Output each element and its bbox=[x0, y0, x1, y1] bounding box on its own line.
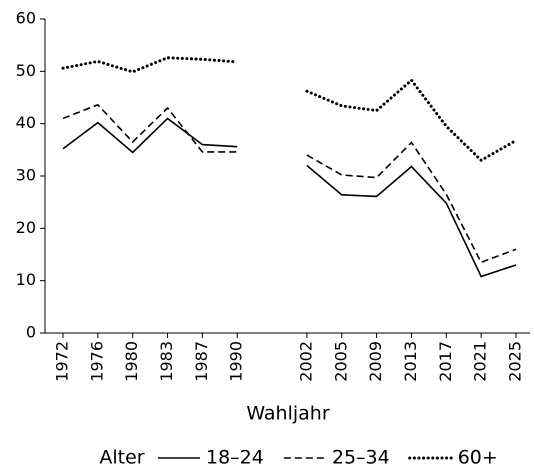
x-tick-label: 2017 bbox=[436, 341, 455, 382]
y-tick-label: 0 bbox=[26, 323, 36, 342]
line bbox=[62, 103, 517, 264]
y-tick-label: 50 bbox=[16, 61, 36, 80]
y-tick-label: 30 bbox=[16, 166, 36, 185]
x-tick-label: 1972 bbox=[53, 341, 72, 382]
legend-title: Alter bbox=[99, 447, 144, 469]
x-tick-label: 2009 bbox=[366, 341, 385, 382]
legend-label: 25–34 bbox=[332, 447, 390, 469]
x-tick-label: 2002 bbox=[296, 341, 315, 382]
y-tick-label: 60 bbox=[16, 9, 36, 28]
x-tick-label: 1980 bbox=[122, 341, 141, 382]
x-tick-label: 1976 bbox=[87, 341, 106, 382]
x-tick-label: 1983 bbox=[157, 341, 176, 382]
x-axis-label: Wahljahr bbox=[246, 403, 329, 425]
legend-label: 18–24 bbox=[206, 447, 264, 469]
x-tick-label: 1987 bbox=[192, 341, 211, 382]
x-tick-label: 1990 bbox=[227, 341, 246, 382]
x-tick-label: 2025 bbox=[506, 341, 525, 382]
y-tick-label: 40 bbox=[16, 113, 36, 132]
legend-label: 60+ bbox=[458, 447, 498, 469]
y-tick-label: 20 bbox=[16, 218, 36, 237]
line bbox=[61, 56, 518, 163]
y-tick-label: 10 bbox=[16, 270, 36, 289]
x-tick-label: 2013 bbox=[401, 341, 420, 382]
line bbox=[62, 117, 517, 278]
x-tick-label: 2005 bbox=[331, 341, 350, 382]
x-tick-label: 2021 bbox=[471, 341, 490, 382]
